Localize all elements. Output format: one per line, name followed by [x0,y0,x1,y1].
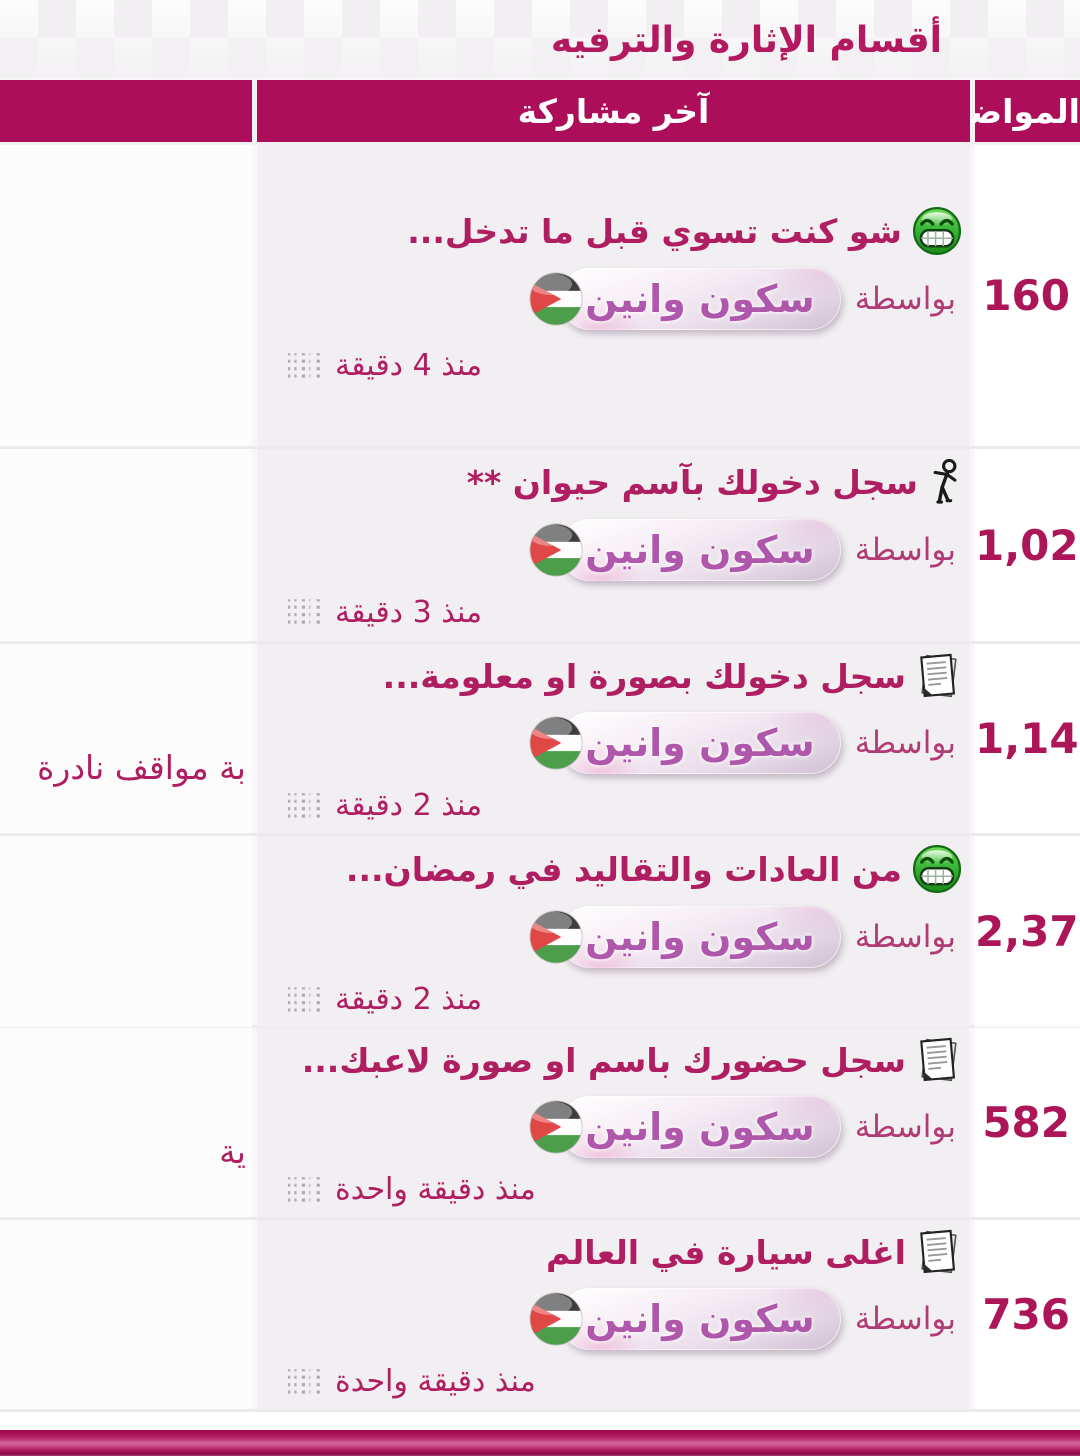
stick-figure-icon [928,459,962,507]
last-post-title-link[interactable]: سجل دخولك بصورة او معلومة... [382,656,906,696]
author-name: سكون وانين [585,277,815,321]
dotted-placeholder-icon[interactable] [287,598,323,626]
forum-description-cell [0,836,252,1027]
last-post-time-link[interactable]: منذ 4 دقيقة [335,348,483,383]
forum-table-header: المواضيع آخر مشاركة [0,78,1080,145]
author-pill-button[interactable]: سكون وانين [559,518,841,581]
author-name: سكون وانين [585,1105,815,1149]
last-post-time-link[interactable]: منذ 2 دقيقة [335,788,483,823]
document-icon [916,1228,962,1276]
topics-count-cell: 2,379 [975,836,1080,1027]
category-title[interactable]: أقسام الإثارة والترفيه [550,20,942,61]
last-post-cell: سجل دخولك بصورة او معلومة... بواسطة سكون… [257,644,970,833]
last-post-title-link[interactable]: اغلى سيارة في العالم [546,1232,906,1272]
dotted-placeholder-icon[interactable] [287,986,323,1014]
forum-row: 582 سجل حضورك باسم او صورة لاعبك... بواس… [0,1028,1080,1220]
grin-emoji-icon [912,206,962,256]
last-post-time-link[interactable]: منذ دقيقة واحدة [335,1172,536,1207]
by-label: بواسطة [854,1301,956,1337]
last-post-title-link[interactable]: سجل حضورك باسم او صورة لاعبك... [301,1040,906,1080]
last-post-column-header: آخر مشاركة [257,80,970,142]
last-post-title-link[interactable]: من العادات والتقاليد في رمضان... [345,849,902,889]
document-icon [916,1036,962,1084]
author-name: سكون وانين [585,915,815,959]
last-post-cell: من العادات والتقاليد في رمضان... بواسطة … [257,836,970,1027]
by-label: بواسطة [854,531,956,568]
topics-count: 736 [982,1290,1070,1339]
forum-description-snippet: بة مواقف نادرة [37,748,246,787]
author-name: سكون وانين [585,527,815,572]
topics-column-header: المواضيع [934,80,1080,142]
forum-column-header [0,80,252,142]
forum-row: 1,146 سجل دخولك بصورة او معلومة... بواسط… [0,644,1080,836]
author-name: سكون وانين [585,721,815,765]
topics-count: 1,146 [975,714,1080,763]
topics-count-cell: 582 [975,1028,1080,1217]
by-label: بواسطة [854,1109,956,1145]
topics-count: 582 [982,1098,1070,1147]
forum-description-snippet: ية [219,1132,246,1171]
forum-description-cell: ية [0,1028,252,1217]
topics-count-cell: 1,146 [975,644,1080,833]
last-post-cell: سجل حضورك باسم او صورة لاعبك... بواسطة س… [257,1028,970,1217]
palestine-flag-icon [529,272,583,326]
by-label: بواسطة [854,281,956,317]
category-header-strip: أقسام الإثارة والترفيه [0,0,1080,78]
forum-description-cell [0,1220,252,1409]
forum-description-cell [0,449,252,641]
palestine-flag-icon [529,1100,583,1154]
author-pill-button[interactable]: سكون وانين [559,1096,841,1158]
bottom-gradient-bar [0,1430,1080,1456]
author-pill-button[interactable]: سكون وانين [559,268,841,330]
topics-count: 1,022 [975,520,1080,570]
author-name: سكون وانين [585,1297,815,1341]
forum-description-cell: بة مواقف نادرة [0,644,252,833]
forum-description-snippet [0,400,246,446]
by-label: بواسطة [854,725,956,761]
author-pill-button[interactable]: سكون وانين [559,1288,841,1350]
forum-description-snippet [0,1363,246,1409]
author-pill-button[interactable]: سكون وانين [559,712,841,774]
author-pill-button[interactable]: سكون وانين [559,906,841,968]
last-post-cell: شو كنت تسوي قبل ما تدخل... بواسطة سكون و… [257,145,970,446]
palestine-flag-icon [529,1292,583,1346]
topics-count-cell: 736 [975,1220,1080,1409]
topics-count-cell: 160 [975,145,1080,446]
dotted-placeholder-icon[interactable] [287,352,323,380]
palestine-flag-icon [529,523,583,577]
palestine-flag-icon [529,910,583,964]
forum-description-snippet [0,595,246,641]
last-post-title-link[interactable]: سجل دخولك بآسم حيوان ** [466,463,918,502]
grin-emoji-icon [912,844,962,894]
forum-row: 2,379 من العادات والتقاليد في رمضان... ب… [0,836,1080,1028]
palestine-flag-icon [529,716,583,770]
forum-description-snippet [0,981,246,1027]
dotted-placeholder-icon[interactable] [287,792,323,820]
forum-row: 1,022 سجل دخولك بآسم حيوان ** بواسطة سكو… [0,449,1080,644]
topics-count: 2,379 [975,907,1080,956]
last-post-title-link[interactable]: شو كنت تسوي قبل ما تدخل... [407,211,902,251]
dotted-placeholder-icon[interactable] [287,1368,323,1396]
by-label: بواسطة [854,919,956,955]
last-post-cell: سجل دخولك بآسم حيوان ** بواسطة سكون واني… [257,449,970,641]
last-post-time-link[interactable]: منذ دقيقة واحدة [335,1364,536,1399]
forum-row: 736 اغلى سيارة في العالم بواسطة سكون وان… [0,1220,1080,1412]
topics-count-cell: 1,022 [975,449,1080,641]
forum-description-cell [0,145,252,446]
last-post-cell: اغلى سيارة في العالم بواسطة سكون وانين م… [257,1220,970,1409]
document-icon [916,652,962,700]
forum-row: 160 شو كنت تسوي قبل ما تدخل... بواسطة سك… [0,145,1080,449]
dotted-placeholder-icon[interactable] [287,1176,323,1204]
topics-count: 160 [982,271,1070,320]
last-post-time-link[interactable]: منذ 3 دقيقة [335,594,483,630]
last-post-time-link[interactable]: منذ 2 دقيقة [335,982,483,1017]
